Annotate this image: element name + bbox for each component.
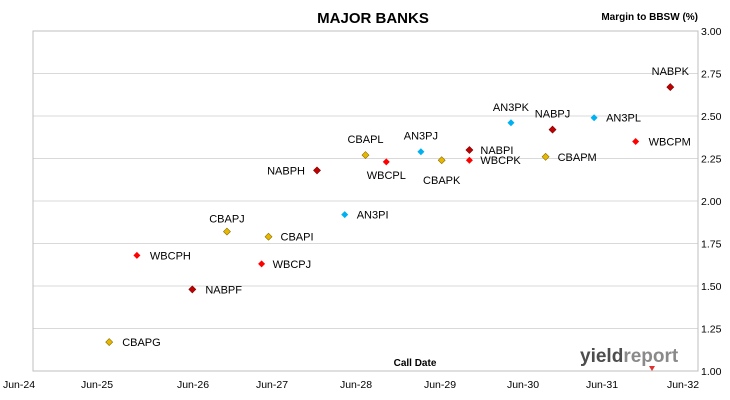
point-label-wbcpk: WBCPK [480, 155, 521, 167]
point-label-wbcpl: WBCPL [367, 170, 406, 182]
chart-title: MAJOR BANKS [317, 10, 429, 27]
point-an3pl [590, 114, 598, 122]
point-nabpf [188, 285, 197, 294]
point-cbapj [223, 227, 231, 236]
plot-area-frame [32, 30, 699, 372]
yieldreport-logo: yieldreport [580, 346, 679, 371]
x-tick-label: Jun-30 [507, 379, 539, 391]
point-label-wbcpj: WBCPJ [273, 259, 312, 271]
point-label-cbapj: CBAPJ [209, 214, 244, 226]
point-label-nabph: NABPH [267, 165, 305, 177]
point-wbcpj [258, 260, 266, 268]
x-tick-label: Jun-32 [667, 379, 699, 391]
point-nabpk [666, 83, 675, 92]
point-wbcpl [382, 158, 390, 166]
logo-text-yield: yield [580, 346, 623, 367]
y-tick-label: 3.00 [701, 26, 722, 38]
point-label-an3pi: AN3PI [357, 210, 389, 222]
x-tick-label: Jun-31 [586, 379, 618, 391]
point-label-an3pj: AN3PJ [404, 131, 438, 143]
point-cbapm [541, 152, 550, 161]
point-an3pj [417, 148, 425, 156]
logo-marker-icon [649, 366, 655, 371]
y-tick-label: 1.75 [701, 239, 722, 251]
point-label-nabpi: NABPI [480, 145, 513, 157]
svg-text:yieldreport: yieldreport [580, 346, 679, 367]
point-label-wbcpm: WBCPM [649, 137, 691, 149]
x-tick-label: Jun-29 [424, 379, 456, 391]
y-axis-ticks: 1.00 1.25 1.50 1.75 2.00 2.25 2.50 2.75 3.00 [701, 26, 722, 378]
point-label-cbapg: CBAPG [122, 337, 161, 349]
x-tick-label: Jun-24 [3, 379, 35, 391]
point-label-cbapl: CBAPL [347, 134, 383, 146]
point-label-cbapi: CBAPI [281, 232, 314, 244]
point-label-nabpj: NABPJ [535, 109, 570, 121]
y-tick-label: 1.00 [701, 366, 722, 378]
point-nabpi [465, 146, 474, 154]
x-axis-ticks: Jun-24 Jun-25 Jun-26 Jun-27 Jun-28 Jun-29 Jun-… [3, 379, 699, 391]
y-tick-label: 2.75 [701, 69, 722, 81]
point-label-wbcph: WBCPH [150, 250, 191, 262]
y-tick-label: 2.25 [701, 154, 722, 166]
y-tick-label: 2.50 [701, 111, 722, 123]
point-an3pk [507, 119, 515, 127]
point-label-nabpf: NABPF [205, 284, 242, 296]
point-label-cbapk: CBAPK [423, 175, 461, 187]
point-wbcpk [465, 156, 473, 164]
point-wbcph [133, 251, 141, 259]
gridlines [33, 73, 698, 329]
point-label-an3pk: AN3PK [493, 102, 530, 114]
point-wbcpm [632, 138, 640, 145]
point-cbapl [361, 151, 370, 160]
x-tick-label: Jun-27 [256, 379, 288, 391]
point-cbapg [105, 338, 114, 347]
point-cbapk [437, 156, 446, 165]
y-tick-label: 1.50 [701, 281, 722, 293]
y-tick-label: 2.00 [701, 196, 722, 208]
point-cbapi [264, 232, 273, 241]
x-tick-label: Jun-28 [340, 379, 372, 391]
point-nabpj [548, 125, 557, 134]
x-tick-label: Jun-25 [81, 379, 113, 391]
point-nabph [313, 166, 321, 175]
y-tick-label: 1.25 [701, 324, 722, 336]
point-label-cbapm: CBAPM [558, 152, 597, 164]
logo-text-report: report [623, 346, 679, 367]
y-axis-title: Margin to BBSW (%) [601, 12, 698, 23]
x-tick-label: Jun-26 [177, 379, 209, 391]
point-label-an3pl: AN3PL [606, 113, 641, 125]
point-an3pi [341, 211, 349, 219]
point-label-nabpk: NABPK [652, 66, 690, 78]
data-points: CBAPG WBCPH NABPF CBAPJ WBCPJ CBAPI NABPH AN3PI… [105, 66, 691, 349]
x-axis-title: Call Date [394, 358, 437, 369]
